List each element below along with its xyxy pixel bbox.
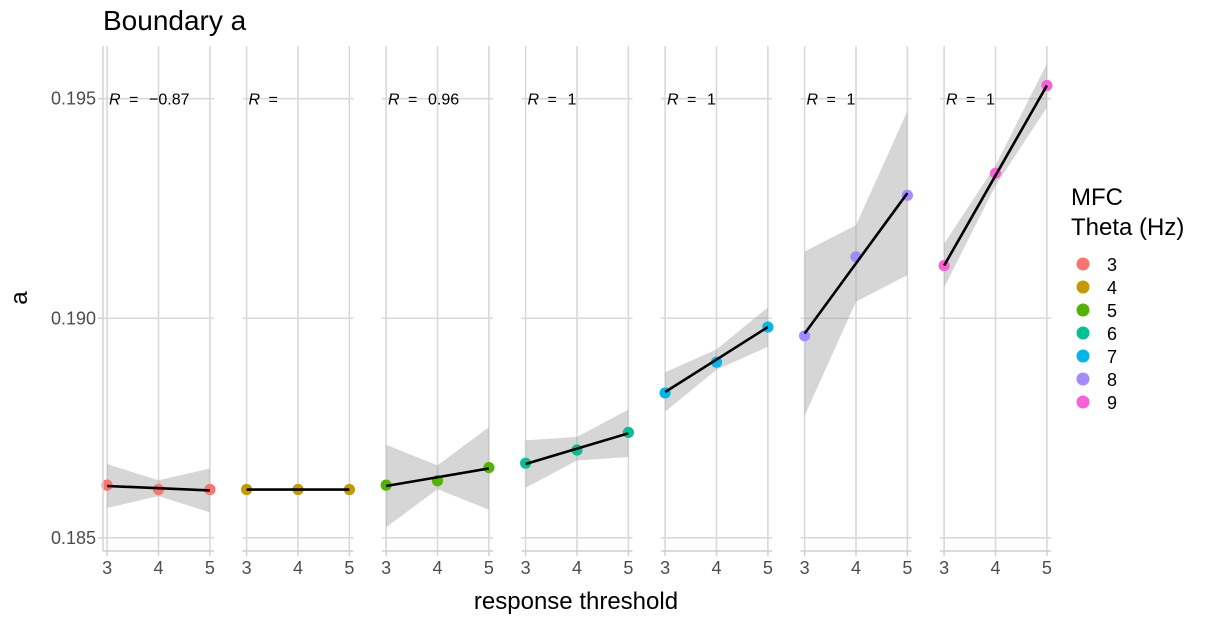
x-tick-label: 5	[344, 558, 354, 578]
correlation-r-symbol: R	[528, 92, 540, 109]
regression-line	[107, 484, 210, 492]
correlation-value: 1	[707, 92, 716, 109]
x-tick-label: 3	[800, 558, 810, 578]
legend-title-line1: MFC	[1071, 184, 1123, 211]
correlation-equals: =	[966, 92, 975, 109]
correlation-equals: =	[408, 92, 417, 109]
legend-item-label: 5	[1107, 301, 1117, 321]
facet-panel-8: 3 4 5 R = 1	[799, 46, 913, 578]
x-tick-label: 5	[902, 558, 912, 578]
x-tick-label: 4	[572, 558, 582, 578]
correlation-r-symbol: R	[109, 92, 121, 109]
x-axis-title: response threshold	[474, 588, 678, 615]
facet-panel-3: 3 4 5 R = −0.87	[101, 46, 216, 578]
legend-item-label: 4	[1107, 278, 1117, 298]
x-tick-label: 3	[242, 558, 252, 578]
correlation-value: 0.96	[428, 92, 459, 109]
correlation-equals: =	[269, 92, 278, 109]
x-tick-label: 5	[484, 558, 494, 578]
legend-item-label: 9	[1107, 393, 1117, 413]
legend-swatch	[1076, 395, 1090, 409]
legend-swatch	[1076, 326, 1090, 340]
legend-swatch	[1076, 303, 1090, 317]
y-tick-label: 0.190	[51, 308, 96, 328]
x-tick-label: 5	[1042, 558, 1052, 578]
correlation-r-symbol: R	[667, 92, 679, 109]
correlation-r-symbol: R	[946, 92, 958, 109]
data-point	[622, 426, 634, 439]
x-tick-label: 3	[660, 558, 670, 578]
regression-line	[385, 467, 490, 488]
x-tick-label: 4	[990, 558, 1000, 578]
regression-line	[525, 432, 629, 466]
x-tick-label: 5	[205, 558, 215, 578]
data-point	[152, 483, 165, 496]
facet-panel-5: 3 4 5 R = 0.96	[380, 46, 495, 578]
data-point	[710, 356, 723, 368]
x-tick-label: 3	[521, 558, 531, 578]
data-point	[101, 479, 113, 491]
legend-item-label: 6	[1107, 324, 1117, 344]
correlation-value: 1	[568, 92, 577, 109]
facet-panel-4: 3 4 5 R =	[241, 46, 355, 578]
x-tick-label: 3	[102, 558, 112, 578]
data-point	[483, 461, 495, 474]
correlation-value: 1	[847, 92, 856, 109]
x-tick-label: 3	[939, 558, 949, 578]
x-tick-label: 4	[711, 558, 721, 578]
x-tick-label: 4	[851, 558, 861, 578]
facet-panel-9: 3 4 5 R = 1	[938, 46, 1053, 578]
legend-item-label: 8	[1107, 370, 1117, 390]
correlation-value: 1	[986, 92, 995, 109]
correlation-equals: =	[129, 92, 138, 109]
correlation-equals: =	[827, 92, 836, 109]
x-tick-label: 5	[623, 558, 633, 578]
legend-item-label: 7	[1107, 347, 1117, 367]
legend-swatch	[1076, 280, 1090, 294]
legend-swatch	[1076, 257, 1090, 271]
legend-swatch	[1076, 349, 1090, 363]
correlation-r-symbol: R	[249, 92, 261, 109]
correlation-equals: =	[687, 92, 696, 109]
data-point	[799, 330, 811, 342]
y-axis: 0.185 0.190 0.195	[51, 46, 104, 551]
legend-item-label: 3	[1107, 255, 1117, 275]
regression-line	[803, 192, 909, 335]
y-axis-title: a	[6, 291, 33, 305]
legend-swatch	[1076, 372, 1090, 386]
x-tick-label: 3	[381, 558, 391, 578]
x-tick-label: 4	[153, 558, 163, 578]
facet-panel-7: 3 4 5 R = 1	[659, 46, 774, 578]
regression-line	[942, 84, 1049, 267]
correlation-r-symbol: R	[807, 92, 819, 109]
regression-line	[664, 325, 769, 394]
correlation-equals: =	[548, 92, 557, 109]
x-tick-label: 4	[293, 558, 303, 578]
facet-panels: 3 4 5 R = −0.87 3 4 5 R = 3 4 5 R = 0.96 3 4 5 R = 1 3 4 5 R = 1 3 4 5 R…	[101, 46, 1053, 578]
y-tick-label: 0.185	[51, 528, 96, 548]
facet-panel-6: 3 4 5 R = 1	[520, 46, 634, 578]
x-tick-label: 4	[432, 558, 442, 578]
correlation-r-symbol: R	[388, 92, 400, 109]
legend-title-line2: Theta (Hz)	[1071, 214, 1184, 241]
legend: MFC Theta (Hz) 3 4 5 6 7 8 9	[1071, 184, 1184, 413]
x-tick-label: 5	[763, 558, 773, 578]
correlation-value: −0.87	[149, 92, 190, 109]
chart-title: Boundary a	[103, 5, 247, 36]
y-tick-label: 0.195	[51, 89, 96, 109]
